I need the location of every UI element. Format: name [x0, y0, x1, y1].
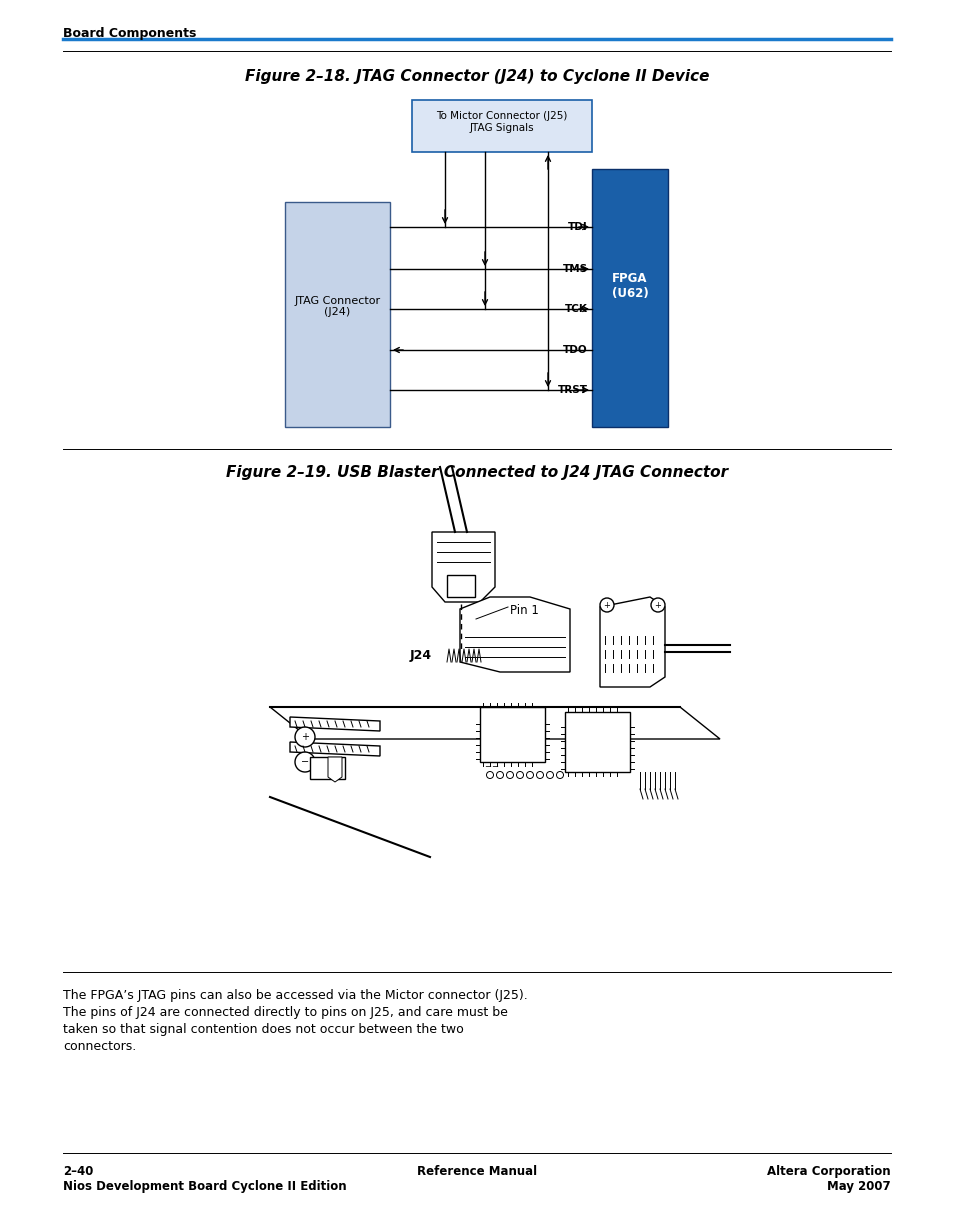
Text: To Mictor Connector (J25)
JTAG Signals: To Mictor Connector (J25) JTAG Signals — [436, 112, 567, 133]
Text: taken so that signal contention does not occur between the two: taken so that signal contention does not… — [63, 1023, 463, 1036]
FancyBboxPatch shape — [412, 99, 592, 152]
Text: +: + — [654, 600, 660, 610]
Text: Nios Development Board Cyclone II Edition: Nios Development Board Cyclone II Editio… — [63, 1180, 346, 1193]
Circle shape — [516, 772, 523, 778]
Circle shape — [294, 752, 314, 772]
FancyBboxPatch shape — [310, 757, 345, 779]
Text: FPGA
(U62): FPGA (U62) — [611, 272, 648, 299]
Circle shape — [294, 728, 314, 747]
Text: J24: J24 — [410, 649, 432, 661]
Polygon shape — [459, 598, 569, 672]
Text: +: + — [301, 733, 309, 742]
Circle shape — [536, 772, 543, 778]
Circle shape — [650, 598, 664, 612]
Polygon shape — [290, 742, 379, 756]
Circle shape — [526, 772, 533, 778]
Text: JTAG Connector
(J24): JTAG Connector (J24) — [294, 296, 380, 318]
Text: The pins of J24 are connected directly to pins on J25, and care must be: The pins of J24 are connected directly t… — [63, 1006, 507, 1018]
Text: TCK: TCK — [564, 304, 587, 314]
Text: May 2007: May 2007 — [826, 1180, 890, 1193]
Text: TMS: TMS — [562, 264, 587, 274]
FancyBboxPatch shape — [592, 169, 667, 427]
Circle shape — [506, 772, 513, 778]
FancyBboxPatch shape — [564, 712, 629, 772]
Text: Pin 1: Pin 1 — [510, 604, 538, 616]
Text: −: − — [300, 757, 309, 767]
Circle shape — [486, 772, 493, 778]
Text: connectors.: connectors. — [63, 1040, 136, 1053]
Polygon shape — [270, 707, 720, 739]
Text: TDO: TDO — [563, 345, 587, 355]
Circle shape — [496, 772, 503, 778]
Text: TDI: TDI — [568, 222, 587, 232]
Text: Figure 2–18. JTAG Connector (J24) to Cyclone II Device: Figure 2–18. JTAG Connector (J24) to Cyc… — [245, 69, 708, 83]
Polygon shape — [432, 533, 495, 602]
Polygon shape — [599, 598, 664, 687]
Text: 2–40: 2–40 — [63, 1164, 93, 1178]
Text: Altera Corporation: Altera Corporation — [766, 1164, 890, 1178]
Text: +: + — [603, 600, 610, 610]
Text: −: − — [484, 762, 491, 772]
Text: TRST: TRST — [558, 385, 587, 395]
Text: The FPGA’s JTAG pins can also be accessed via the Mictor connector (J25).: The FPGA’s JTAG pins can also be accesse… — [63, 989, 527, 1002]
Text: Board Components: Board Components — [63, 27, 196, 40]
Circle shape — [546, 772, 553, 778]
FancyBboxPatch shape — [479, 707, 544, 762]
Circle shape — [599, 598, 614, 612]
Text: Reference Manual: Reference Manual — [416, 1164, 537, 1178]
Polygon shape — [290, 717, 379, 731]
Polygon shape — [328, 757, 341, 782]
FancyBboxPatch shape — [285, 202, 390, 427]
Text: −: − — [491, 762, 498, 772]
Circle shape — [556, 772, 563, 778]
Text: Figure 2–19. USB Blaster Connected to J24 JTAG Connector: Figure 2–19. USB Blaster Connected to J2… — [226, 465, 727, 480]
FancyBboxPatch shape — [447, 575, 475, 598]
